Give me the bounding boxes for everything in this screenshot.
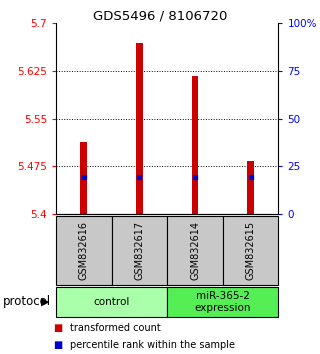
Text: ▶: ▶	[41, 297, 49, 307]
Bar	[192, 76, 198, 214]
Text: GSM832616: GSM832616	[79, 221, 89, 280]
Text: protocol: protocol	[3, 295, 51, 308]
Text: ■: ■	[53, 340, 62, 350]
Text: ■: ■	[53, 323, 62, 333]
Text: GSM832615: GSM832615	[246, 221, 256, 280]
Bar	[136, 44, 143, 214]
Bar	[223, 216, 278, 285]
Text: GDS5496 / 8106720: GDS5496 / 8106720	[93, 10, 227, 23]
Bar	[167, 287, 278, 317]
Text: percentile rank within the sample: percentile rank within the sample	[70, 340, 236, 350]
Bar	[112, 216, 167, 285]
Bar	[80, 142, 87, 214]
Bar	[56, 287, 167, 317]
Bar	[56, 216, 112, 285]
Bar	[247, 161, 254, 214]
Text: miR-365-2
expression: miR-365-2 expression	[195, 291, 251, 313]
Text: GSM832614: GSM832614	[190, 221, 200, 280]
Text: GSM832617: GSM832617	[134, 221, 144, 280]
Text: transformed count: transformed count	[70, 323, 161, 333]
Text: control: control	[93, 297, 130, 307]
Bar	[167, 216, 223, 285]
